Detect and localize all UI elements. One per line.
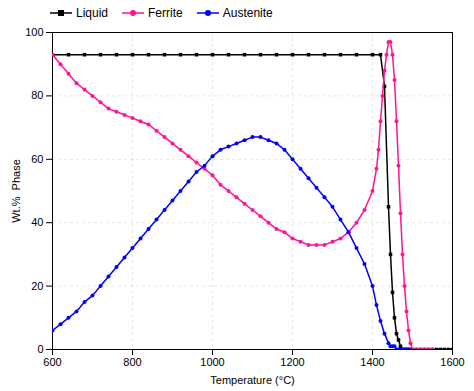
svg-text:Wt.% Phase: Wt.% Phase bbox=[10, 159, 22, 223]
svg-text:800: 800 bbox=[123, 356, 141, 368]
svg-text:600: 600 bbox=[43, 356, 61, 368]
svg-text:60: 60 bbox=[31, 153, 43, 165]
svg-text:0: 0 bbox=[37, 343, 43, 355]
html-text:Liquid: Liquid bbox=[76, 6, 108, 20]
svg-text:100: 100 bbox=[25, 26, 43, 38]
svg-text:1600: 1600 bbox=[440, 356, 464, 368]
svg-text:1400: 1400 bbox=[360, 356, 384, 368]
svg-text:40: 40 bbox=[31, 216, 43, 228]
svg-text:1200: 1200 bbox=[280, 356, 304, 368]
svg-text:Temperature (°C): Temperature (°C) bbox=[210, 374, 294, 386]
svg-text:20: 20 bbox=[31, 280, 43, 292]
svg-text:80: 80 bbox=[31, 89, 43, 101]
svg-text:1000: 1000 bbox=[200, 356, 224, 368]
html-text:Austenite: Austenite bbox=[222, 6, 273, 20]
html-text:Ferrite: Ferrite bbox=[148, 6, 183, 20]
